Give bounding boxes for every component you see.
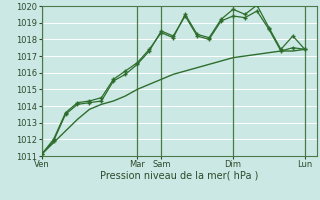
X-axis label: Pression niveau de la mer( hPa ): Pression niveau de la mer( hPa ) [100,171,258,181]
